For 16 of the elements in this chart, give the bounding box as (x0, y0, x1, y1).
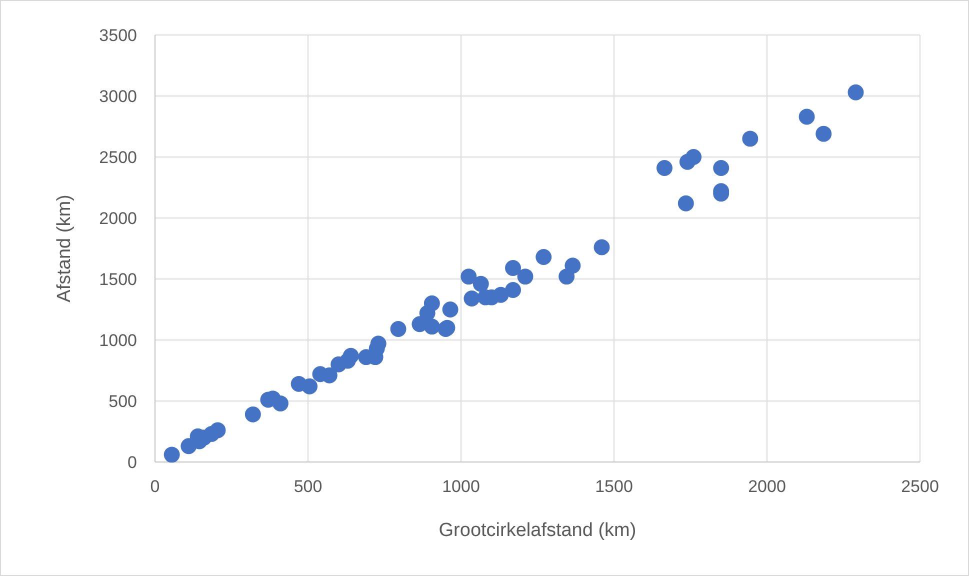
x-tick-label: 1000 (442, 477, 480, 496)
x-tick-label: 0 (150, 477, 160, 496)
y-tick-label: 2500 (99, 148, 137, 167)
y-tick-label: 3500 (99, 26, 137, 45)
y-axis-title: Afstand (km) (54, 194, 75, 302)
y-tick-label: 1500 (99, 270, 137, 289)
x-tick-label: 2500 (901, 477, 939, 496)
y-tick-label: 2000 (99, 209, 137, 228)
y-tick-label: 1000 (99, 331, 137, 350)
x-tick-label: 2000 (748, 477, 786, 496)
y-tick-label: 3000 (99, 87, 137, 106)
y-tick-label: 500 (108, 392, 137, 411)
x-axis-title: Grootcirkelafstand (km) (438, 520, 636, 541)
x-tick-label: 1500 (595, 477, 633, 496)
y-tick-label: 0 (128, 453, 137, 472)
x-tick-label: 500 (294, 477, 322, 496)
